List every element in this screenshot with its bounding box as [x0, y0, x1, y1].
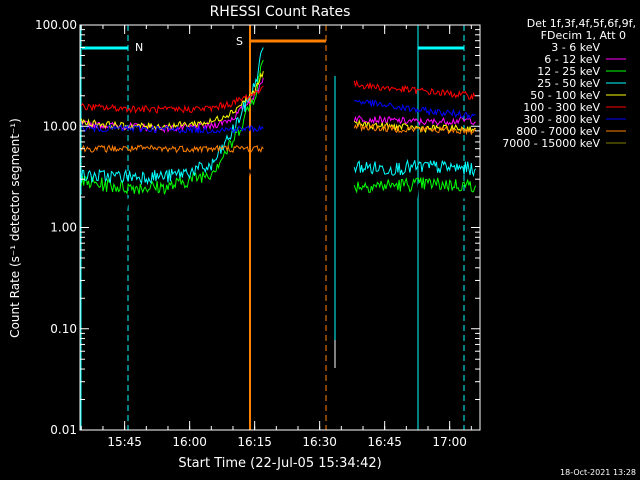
legend-label: 100 - 300 keV	[523, 101, 600, 114]
x-tick-label: 16:30	[302, 435, 337, 449]
series-3-6-kev-post-saa	[354, 176, 477, 203]
legend-header-line-1: Det 1f,3f,4f,5f,6f,9f,	[527, 17, 636, 30]
axes: 0.01 0.10 1.00 10.00 100.00 15:45 16:00 16:15 16…	[35, 18, 481, 449]
x-axis-label: Start Time (22-Jul-05 15:34:42)	[178, 456, 381, 471]
series-300-800-kev-post-saa	[354, 99, 476, 120]
y-tick-label: 0.01	[50, 423, 77, 437]
chart-title: RHESSI Count Rates	[210, 4, 351, 20]
x-tick-label: 17:00	[432, 435, 467, 449]
x-tick-label: 16:45	[367, 435, 402, 449]
legend-label: 25 - 50 keV	[537, 77, 600, 90]
x-tick-label: 16:15	[237, 435, 272, 449]
legend-label: 3 - 6 keV	[551, 41, 600, 54]
legend-label: 6 - 12 keV	[544, 53, 600, 66]
footer-timestamp: 18-Oct-2021 13:28	[560, 468, 636, 477]
series-800-7000-kev-pre-saa	[80, 144, 264, 154]
y-axis-label: Count Rate (s⁻¹ detector segment⁻¹)	[8, 118, 22, 338]
series-3-6-kev-pre-saa	[80, 150, 264, 217]
series-300-800-kev-pre-saa	[80, 123, 264, 134]
series-12-25-kev-pre-saa	[80, 59, 264, 195]
saa-marker-label: S	[236, 35, 243, 48]
series-12-25-kev-post-saa	[353, 177, 477, 194]
night-marker-label: N	[135, 41, 143, 54]
legend-label: 12 - 25 keV	[537, 65, 600, 78]
x-tick-label: 15:45	[107, 435, 142, 449]
series-100-300-kev-post-saa	[353, 79, 476, 100]
x-tick-label: 16:00	[172, 435, 207, 449]
series-6-12-kev-pre-saa	[80, 77, 264, 134]
legend-label: 800 - 7000 keV	[516, 125, 600, 138]
legend-label: 7000 - 15000 keV	[502, 137, 600, 150]
series-100-300-kev-pre-saa	[80, 85, 264, 114]
series-800-7000-kev-post-saa	[353, 123, 477, 136]
y-tick-label: 10.00	[43, 119, 77, 133]
legend: Det 1f,3f,4f,5f,6f,9f, FDecim 1, Att 0 3…	[502, 17, 636, 150]
y-tick-label: 100.00	[35, 18, 77, 32]
legend-label: 50 - 100 keV	[530, 89, 600, 102]
series-25-50-kev-post-saa	[353, 158, 477, 178]
series-6-12-kev-post-saa	[353, 115, 476, 127]
legend-label: 300 - 800 keV	[523, 113, 600, 126]
legend-header-line-2: FDecim 1, Att 0	[541, 29, 626, 42]
y-tick-label: 0.10	[50, 322, 77, 336]
series-25-50-kev-pre-saa	[80, 47, 264, 186]
y-tick-label: 1.00	[50, 221, 77, 235]
